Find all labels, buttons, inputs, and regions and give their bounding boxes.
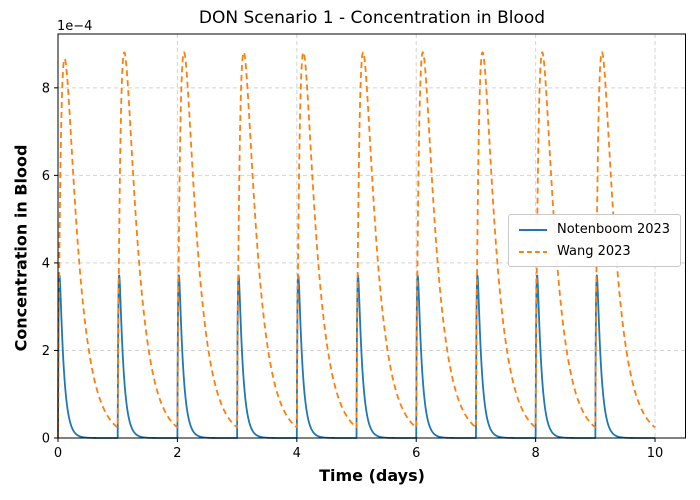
- x-tick-label: 4: [293, 446, 301, 461]
- x-tick-label: 10: [647, 446, 664, 461]
- x-tick-label: 0: [54, 446, 62, 461]
- legend-line-sample-dashed: [519, 250, 547, 253]
- chart-title: DON Scenario 1 - Concentration in Blood: [198, 8, 546, 28]
- y-tick-label: 2: [42, 344, 50, 359]
- y-tick-label: 0: [42, 432, 50, 447]
- x-tick-label: 2: [173, 446, 181, 461]
- legend-line-sample-solid: [519, 228, 547, 231]
- legend-item-wang-2023: Wang 2023: [518, 243, 670, 260]
- legend: Notenboom 2023 Wang 2023: [508, 214, 682, 267]
- y-axis-label: Concentration in Blood: [11, 144, 31, 352]
- legend-label: Wang 2023: [557, 244, 631, 259]
- y-axis-offset-label: 1e−4: [57, 19, 93, 34]
- legend-item-notenboom-2023: Notenboom 2023: [518, 221, 670, 238]
- y-tick-label: 6: [42, 169, 50, 184]
- legend-label: Notenboom 2023: [557, 222, 671, 237]
- y-tick-label: 4: [42, 256, 50, 271]
- y-tick-label: 8: [42, 81, 50, 96]
- x-tick-label: 8: [531, 446, 539, 461]
- x-axis-label: Time (days): [319, 466, 425, 485]
- x-tick-label: 6: [412, 446, 420, 461]
- axes-spines: [57, 33, 686, 439]
